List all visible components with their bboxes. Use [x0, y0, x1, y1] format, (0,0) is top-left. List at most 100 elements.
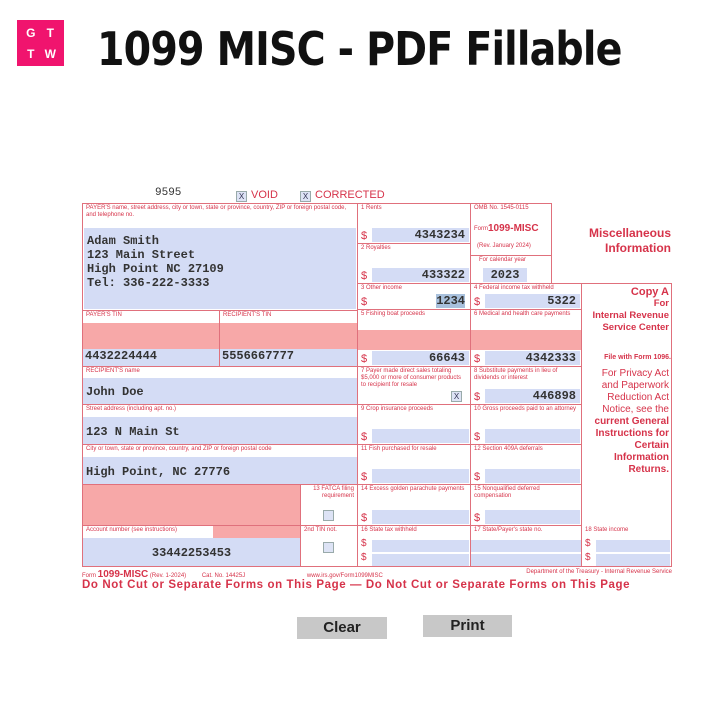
amount-input[interactable]: 5322 [485, 294, 580, 308]
dollar-sign: $ [474, 391, 481, 403]
amount-input[interactable]: 66643 [372, 351, 469, 365]
amount-input[interactable] [485, 429, 580, 443]
box-label: 12 Section 409A deferrals [474, 446, 543, 452]
dollar-sign: $ [474, 296, 480, 308]
pink-area [220, 323, 357, 349]
account-input[interactable]: 33442253453 [83, 538, 300, 566]
calendar-year-box: For calendar year 2023 [470, 255, 552, 284]
box-label: 14 Excess golden parachute payments [361, 486, 465, 492]
city-input[interactable]: High Point, NC 27776 [83, 457, 357, 484]
amount-input[interactable]: 4342333 [485, 351, 580, 365]
amount-input[interactable] [372, 510, 469, 524]
box-label: 5 Fishing boat proceeds [361, 311, 426, 317]
corrected-checkbox[interactable]: X [300, 191, 311, 202]
payer-input[interactable]: Adam Smith 123 Main Street High Point NC… [84, 228, 356, 309]
dollar-sign: $ [361, 353, 367, 365]
payer-tin-box: PAYER'S TIN 4432224444 [82, 310, 220, 367]
pink-area [83, 323, 219, 349]
dollar-sign: $ [361, 230, 368, 242]
state-input[interactable] [471, 540, 581, 552]
amount-input[interactable] [596, 554, 670, 566]
payer-tin-label: PAYER'S TIN [86, 312, 122, 318]
box-label: 6 Medical and health care payments [474, 311, 571, 317]
payer-line: High Point NC 27109 [87, 262, 224, 276]
amount-input[interactable] [485, 469, 580, 483]
state-input[interactable] [471, 554, 581, 566]
form-footer: Form 1099-MISC (Rev. 1-2024) Cat. No. 14… [82, 569, 672, 580]
box-5: 5 Fishing boat proceeds $ 66643 [357, 309, 471, 367]
dollar-sign: $ [361, 230, 367, 242]
box-16: 16 State tax withheld $ $ [357, 525, 471, 567]
payer-label: PAYER'S name, street address, city or to… [86, 205, 347, 218]
privacy-line: Instructions for [595, 428, 669, 439]
amount-input[interactable]: 1234 [372, 294, 469, 308]
recipient-name-input[interactable]: John Doe [83, 378, 357, 404]
void-checkbox[interactable]: X [236, 191, 247, 202]
footer-form-name: 1099-MISC [97, 569, 149, 580]
footer-form: Form [82, 573, 96, 579]
account-box: Account number (see instructions) 334422… [82, 525, 301, 567]
payer-line: 123 Main Street [87, 248, 196, 262]
dollar-sign: $ [361, 353, 368, 365]
box-4: 4 Federal income tax withheld $ 5322 [470, 283, 582, 310]
privacy-notice: For Privacy Act and Paperwork Reduction … [579, 368, 669, 476]
box-label: 8 Substitute payments in lieu of dividen… [474, 368, 558, 381]
dollar-sign: $ [361, 296, 368, 308]
amount-input[interactable] [372, 469, 469, 483]
privacy-line: For Privacy Act [601, 368, 669, 379]
dollar-sign: $ [361, 538, 367, 549]
box-12: 12 Section 409A deferrals $ [470, 444, 582, 485]
box-label: 7 Payer made direct sales totaling $5,00… [361, 368, 462, 388]
dollar-sign: $ [474, 391, 480, 403]
copy-line: Copy A [630, 286, 669, 298]
recipient-tin-input[interactable]: 5556667777 [220, 349, 357, 366]
street-input[interactable]: 123 N Main St [83, 417, 357, 444]
fatca-checkbox[interactable] [323, 510, 334, 521]
logo-letter: G [26, 25, 36, 40]
amount-input[interactable]: 433322 [372, 268, 469, 282]
corrected-label: CORRECTED [315, 189, 385, 201]
void-label: VOID [251, 189, 278, 201]
dollar-sign: $ [474, 353, 480, 365]
dollar-sign: $ [585, 538, 591, 549]
box-2: 2 Royalties $ 433322 [357, 243, 471, 284]
pink-area [471, 330, 581, 350]
amount-input[interactable]: 4343234 [372, 228, 469, 242]
amount-value: 5322 [547, 294, 576, 308]
dollar-sign: $ [585, 552, 591, 563]
omb-number: OMB No. 1545-0115 [474, 205, 529, 211]
amount-input[interactable] [372, 540, 469, 552]
box-label: 3 Other income [361, 285, 403, 291]
dollar-sign: $ [361, 471, 367, 483]
amount-input[interactable]: 446898 [485, 389, 580, 403]
amount-input[interactable] [596, 540, 670, 552]
year-input[interactable]: 2023 [483, 268, 527, 282]
amount-input[interactable] [485, 510, 580, 524]
copy-a-box: Copy A For Internal Revenue Service Cent… [581, 283, 672, 526]
clear-button[interactable]: Clear [297, 617, 387, 639]
box-14: 14 Excess golden parachute payments $ [357, 484, 471, 526]
calendar-year-label: For calendar year [479, 257, 527, 263]
amount-input[interactable] [372, 554, 469, 566]
privacy-line: and Paperwork [601, 380, 669, 391]
box-label: 1 Rents [361, 205, 382, 211]
amount-value: 4342333 [525, 351, 576, 365]
privacy-line: Information [614, 452, 669, 463]
dollar-sign: $ [361, 431, 368, 443]
payer-tin-input[interactable]: 4432224444 [83, 349, 219, 366]
amount-input[interactable] [372, 429, 469, 443]
amount-value: 66643 [428, 351, 465, 365]
fatca-label: 13 FATCA filing requirement [313, 486, 354, 499]
form-code: 9595 [155, 187, 182, 199]
copy-a-text: Copy A For Internal Revenue Service Cent… [579, 286, 669, 334]
copy-line: For [653, 298, 669, 309]
second-tin-checkbox[interactable] [323, 542, 334, 553]
second-tin-label: 2nd TIN not. [304, 527, 337, 533]
box-label: 16 State tax withheld [361, 527, 417, 533]
box-9: 9 Crop insurance proceeds $ [357, 404, 471, 445]
street-box: Street address (including apt. no.) 123 … [82, 404, 358, 445]
print-button[interactable]: Print [423, 615, 512, 637]
dollar-sign: $ [361, 270, 368, 282]
box-7-checkbox[interactable]: X [451, 391, 462, 402]
